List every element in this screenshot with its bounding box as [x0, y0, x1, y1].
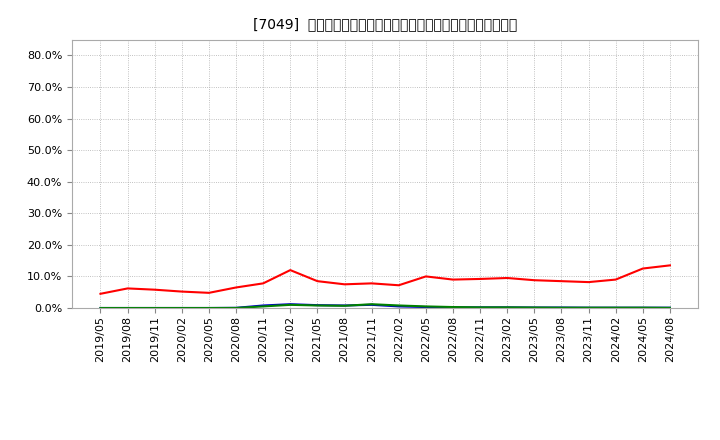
買入債務: [232, 305, 240, 311]
買入債務: [449, 304, 457, 310]
買入債務: [178, 305, 186, 311]
Line: 在庫: 在庫: [101, 304, 670, 308]
在庫: [503, 305, 511, 310]
在庫: [665, 305, 674, 310]
在庫: [639, 305, 647, 310]
売上債権: [557, 279, 566, 284]
買入債務: [313, 303, 322, 308]
売上債権: [611, 277, 620, 282]
売上債権: [476, 276, 485, 282]
売上債権: [178, 289, 186, 294]
買入債務: [665, 305, 674, 311]
在庫: [150, 305, 159, 311]
買入債務: [611, 305, 620, 310]
在庫: [204, 305, 213, 311]
売上債権: [639, 266, 647, 271]
売上債権: [123, 286, 132, 291]
買入債務: [96, 305, 105, 311]
Line: 買入債務: 買入債務: [101, 304, 670, 308]
買入債務: [123, 305, 132, 311]
買入債務: [421, 304, 430, 309]
売上債権: [259, 281, 268, 286]
在庫: [557, 305, 566, 310]
在庫: [96, 305, 105, 311]
売上債権: [503, 275, 511, 281]
在庫: [178, 305, 186, 311]
売上債権: [449, 277, 457, 282]
在庫: [259, 303, 268, 308]
買入債務: [367, 301, 376, 307]
売上債権: [313, 279, 322, 284]
在庫: [313, 303, 322, 308]
Title: [7049]  売上債権、在庫、買入債務の総資産に対する比率の推移: [7049] 売上債権、在庫、買入債務の総資産に対する比率の推移: [253, 18, 518, 32]
売上債権: [395, 282, 403, 288]
在庫: [123, 305, 132, 311]
在庫: [584, 305, 593, 310]
在庫: [367, 302, 376, 308]
在庫: [286, 301, 294, 307]
在庫: [232, 305, 240, 311]
在庫: [421, 304, 430, 310]
買入債務: [150, 305, 159, 311]
在庫: [530, 305, 539, 310]
買入債務: [476, 305, 485, 310]
在庫: [449, 305, 457, 310]
売上債権: [584, 279, 593, 285]
買入債務: [530, 305, 539, 310]
売上債権: [530, 278, 539, 283]
買入債務: [503, 305, 511, 310]
買入債務: [204, 305, 213, 311]
売上債権: [665, 263, 674, 268]
売上債権: [421, 274, 430, 279]
在庫: [341, 303, 349, 308]
売上債権: [286, 268, 294, 273]
Line: 売上債権: 売上債権: [101, 265, 670, 294]
在庫: [395, 304, 403, 309]
売上債権: [367, 281, 376, 286]
売上債権: [341, 282, 349, 287]
在庫: [611, 305, 620, 310]
売上債権: [150, 287, 159, 292]
売上債権: [96, 291, 105, 297]
買入債務: [557, 305, 566, 310]
買入債務: [395, 303, 403, 308]
在庫: [476, 305, 485, 310]
売上債権: [232, 285, 240, 290]
買入債務: [584, 305, 593, 310]
買入債務: [639, 305, 647, 310]
買入債務: [341, 303, 349, 308]
買入債務: [259, 304, 268, 309]
買入債務: [286, 302, 294, 308]
売上債権: [204, 290, 213, 296]
Legend: 売上債権, 在庫, 買入債務: 売上債権, 在庫, 買入債務: [277, 435, 493, 440]
